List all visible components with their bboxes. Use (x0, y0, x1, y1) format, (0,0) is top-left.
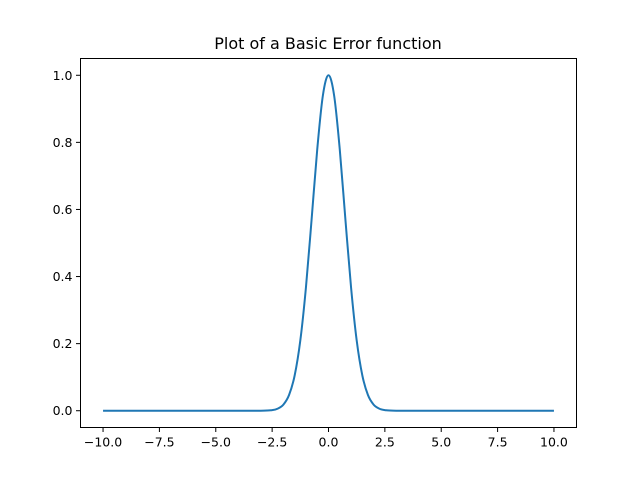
y-tick-label: 0.8 (53, 135, 73, 150)
series-point (384, 409, 386, 411)
x-axis: −10.0 −7.5 −5.0 −2.5 0.0 2.5 5.0 7.5 10.0 (84, 427, 568, 450)
x-tick-label: 2.5 (375, 435, 395, 450)
x-tick-label: 10.0 (540, 435, 568, 450)
x-tick-label: 7.5 (488, 435, 508, 450)
series-point (300, 340, 302, 342)
series-point (288, 394, 290, 396)
series-point (350, 287, 352, 289)
series-point (260, 410, 262, 412)
series-point (345, 219, 347, 221)
y-tick-label: 0.2 (53, 336, 73, 351)
series-point (215, 410, 217, 412)
y-tick-label: 0.6 (53, 202, 73, 217)
y-tick-label: 1.0 (53, 68, 73, 83)
series-point (328, 74, 330, 76)
series-point (316, 149, 318, 151)
x-tick-label: −7.5 (144, 435, 174, 450)
series-point (440, 410, 442, 412)
y-axis: 0.0 0.2 0.4 0.6 0.8 1.0 (53, 68, 81, 418)
series-point (294, 375, 296, 377)
series-point (311, 219, 313, 221)
series-point (333, 95, 335, 97)
y-tick-label: 0.4 (53, 269, 73, 284)
series-point (553, 410, 555, 412)
series-line (103, 74, 554, 412)
series-point (373, 404, 375, 406)
series-point (277, 408, 279, 410)
x-tick-label: 5.0 (431, 435, 451, 450)
series-point (378, 408, 380, 410)
series-point (271, 409, 273, 411)
series-point (395, 410, 397, 412)
x-tick-label: −2.5 (257, 435, 287, 450)
x-tick-label: −10.0 (84, 435, 122, 450)
series-layer (102, 74, 555, 412)
series-point (102, 410, 104, 412)
series-point (362, 375, 364, 377)
y-tick-label: 0.0 (53, 403, 73, 418)
series-point (305, 287, 307, 289)
series-point (356, 340, 358, 342)
series-point (339, 149, 341, 151)
chart-title: Plot of a Basic Error function (214, 34, 442, 53)
x-tick-label: −5.0 (201, 435, 231, 450)
series-point (283, 404, 285, 406)
series-point (367, 394, 369, 396)
series-point (322, 95, 324, 97)
x-tick-label: 0.0 (319, 435, 339, 450)
